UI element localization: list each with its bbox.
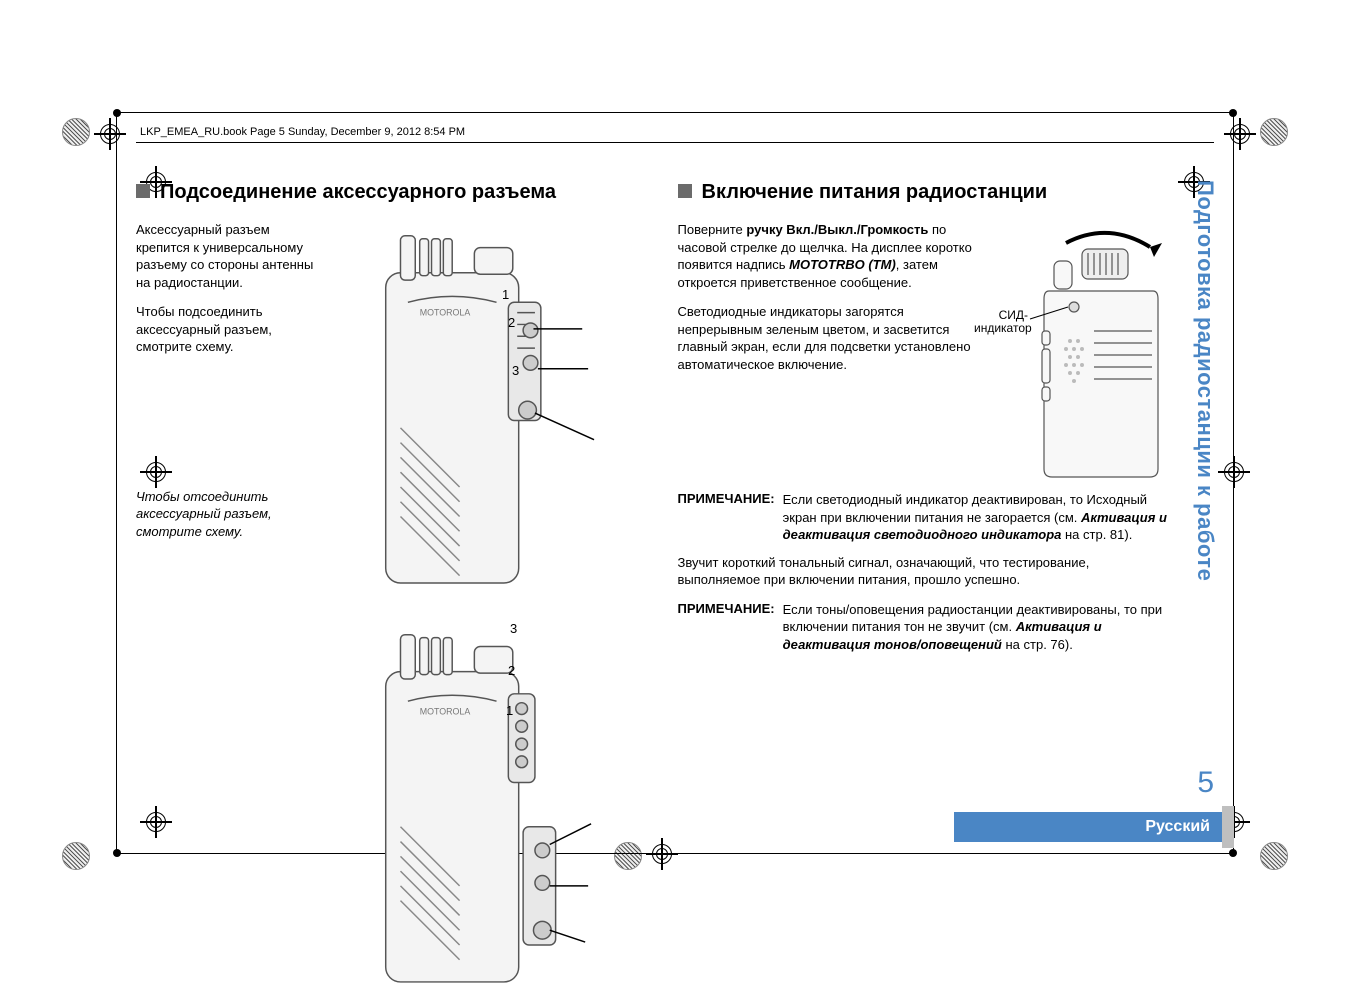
crop-ornament [62, 842, 90, 870]
section-heading-accessory: Подсоединение аксессуарного разъема [136, 180, 630, 205]
callout-number: 3 [510, 621, 517, 636]
heading-bullet-icon [136, 184, 150, 198]
right-text-block: Поверните ручку Вкл./Выкл./Громкость по … [678, 221, 990, 481]
paragraph-italic: Чтобы отсоединить аксессуарный разъем, с… [136, 488, 316, 541]
page-content: Подсоединение аксессуарного разъема Аксе… [136, 180, 1214, 820]
radio-diagram-svg: MOTOROLA [334, 221, 630, 989]
crop-ornament [1260, 842, 1288, 870]
callout-number: 1 [502, 287, 509, 302]
side-chapter-title: Подготовка радиостанции к работе [1192, 180, 1218, 581]
paragraph: Поверните ручку Вкл./Выкл./Громкость по … [678, 221, 990, 291]
heading-bullet-icon [678, 184, 692, 198]
header-rule [136, 142, 1214, 143]
heading-text: Подсоединение аксессуарного разъема [160, 180, 556, 205]
crop-ornament [1260, 118, 1288, 146]
callout-number: 3 [512, 363, 519, 378]
callout-number: 2 [508, 663, 515, 678]
crop-ornament [62, 118, 90, 146]
section-heading-power: Включение питания радиостанции [678, 180, 1174, 205]
note-block: ПРИМЕЧАНИЕ: Если светодиодный индикатор … [678, 491, 1174, 544]
power-on-figure: СИД-индикатор [1004, 221, 1174, 481]
accessory-connector-diagram: MOTOROLA [334, 221, 630, 741]
paragraph: Аксессуарный разъем крепится к универсал… [136, 221, 316, 291]
note-body: Если светодиодный индикатор деактивирова… [783, 491, 1174, 544]
paragraph: Светодиодные индикаторы загорятся непрер… [678, 303, 990, 373]
note-body: Если тоны/оповещения радиостанции деакти… [783, 601, 1174, 654]
left-column: Подсоединение аксессуарного разъема Аксе… [136, 180, 630, 820]
side-tab: Подготовка радиостанции к работе [1192, 200, 1218, 754]
language-label: Русский [1145, 818, 1210, 836]
paragraph: Чтобы подсоединить аксессуарный разъем, … [136, 303, 316, 356]
running-header: LKP_EMEA_RU.book Page 5 Sunday, December… [140, 126, 465, 138]
sid-indicator-label: СИД-индикатор [974, 309, 1028, 335]
left-text-block: Аксессуарный разъем крепится к универсал… [136, 221, 316, 741]
language-tab: Русский [954, 812, 1234, 842]
paragraph: Звучит короткий тональный сигнал, означа… [678, 554, 1174, 589]
page-number: 5 [1197, 766, 1214, 800]
note-label: ПРИМЕЧАНИЕ: [678, 491, 775, 544]
svg-text:MOTOROLA: MOTOROLA [420, 308, 471, 318]
note-block: ПРИМЕЧАНИЕ: Если тоны/оповещения радиост… [678, 601, 1174, 654]
heading-text: Включение питания радиостанции [702, 180, 1048, 205]
right-column: Включение питания радиостанции Поверните… [678, 180, 1214, 820]
callout-number: 2 [508, 315, 515, 330]
svg-text:MOTOROLA: MOTOROLA [420, 706, 471, 716]
callout-number: 1 [506, 703, 513, 718]
note-label: ПРИМЕЧАНИЕ: [678, 601, 775, 654]
radio-knob-svg [1004, 221, 1174, 481]
